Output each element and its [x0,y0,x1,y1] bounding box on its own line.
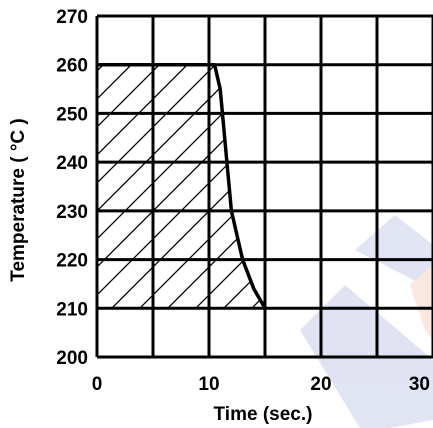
y-tick-label: 200 [56,348,88,369]
hatched-area [97,64,265,309]
y-tick-label: 250 [56,104,88,125]
x-tick-label: 30 [409,374,430,395]
y-axis-label: Temperature ( °C ) [8,118,29,282]
y-tick-label: 210 [56,299,88,320]
series-layer [96,62,267,310]
y-tick-label: 220 [56,251,88,272]
y-tick-label: 270 [56,7,88,28]
x-tick-label: 20 [310,374,331,395]
x-axis-label: Time (sec.) [214,404,313,425]
y-tick-label: 260 [56,56,88,77]
x-tick-label: 10 [198,374,219,395]
y-tick-label: 230 [56,202,88,223]
x-tick-labels: 0 10 20 30 [92,374,430,395]
y-tick-labels: 200 210 220 230 240 250 260 270 [56,7,88,369]
shaded-region [97,64,265,309]
y-tick-label: 240 [56,153,88,174]
x-tick-label: 0 [92,374,103,395]
